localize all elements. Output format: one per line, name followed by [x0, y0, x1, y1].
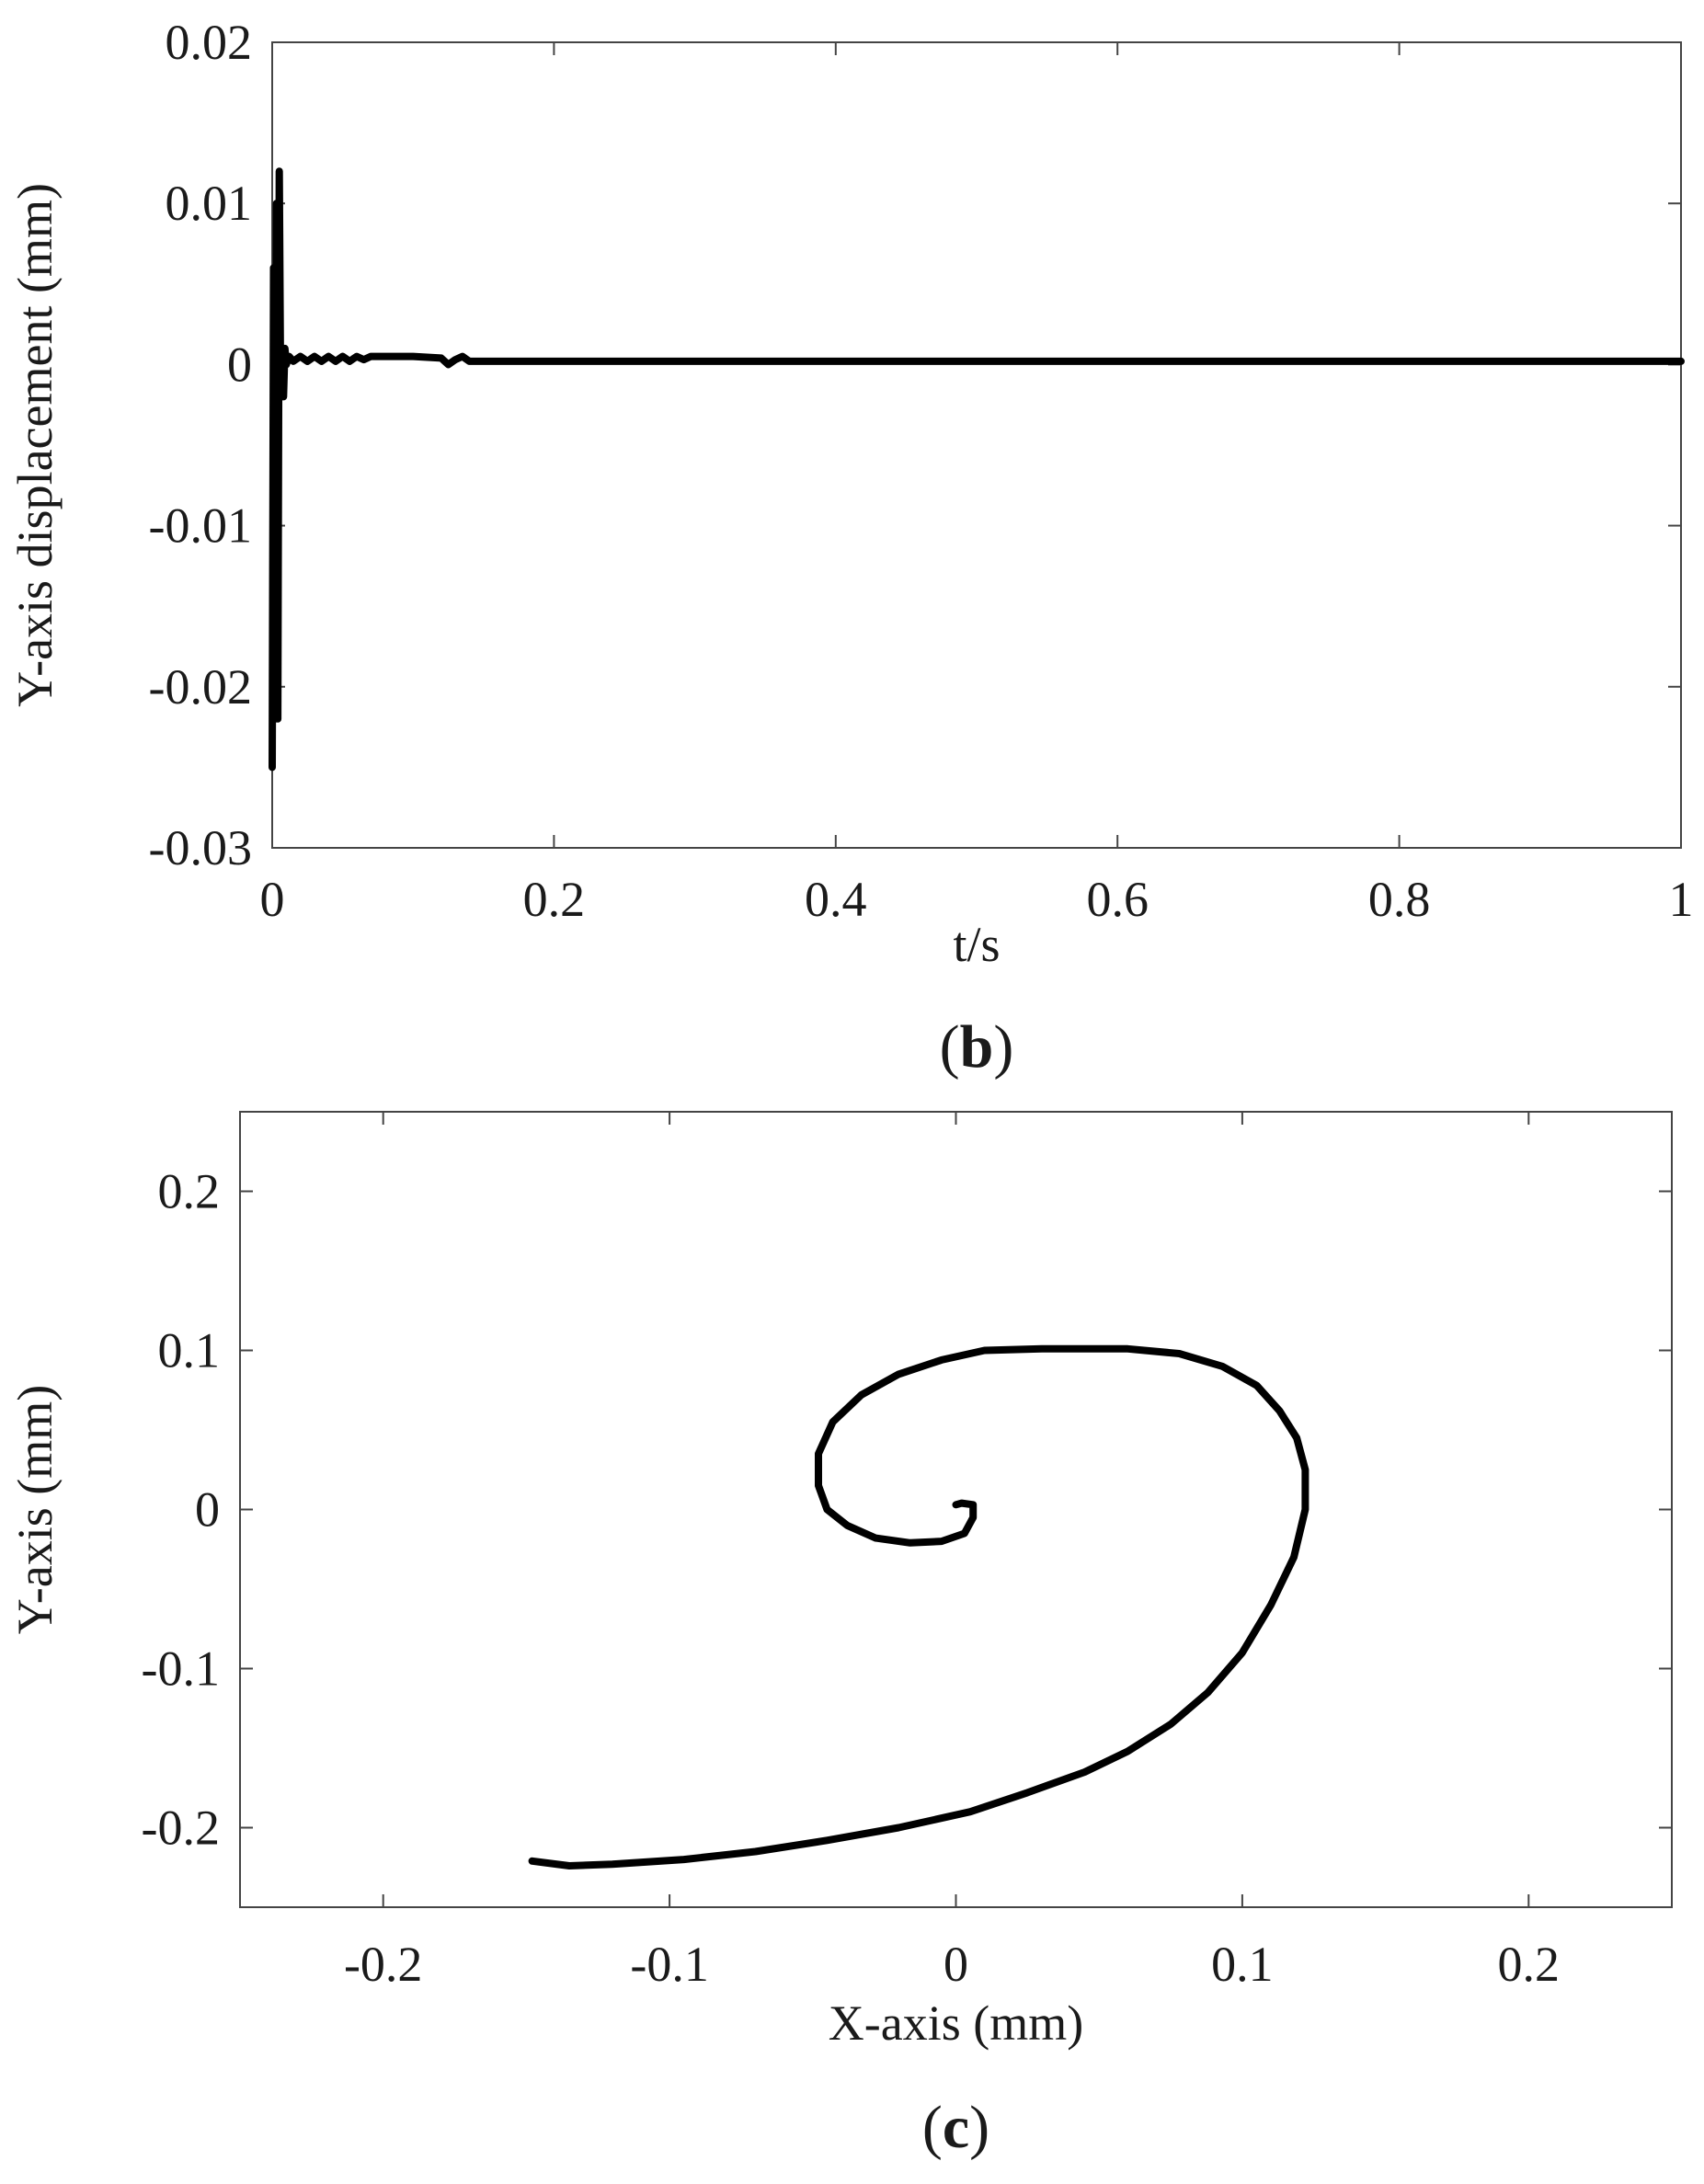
plot-frame: [239, 1111, 1673, 1908]
x-tick-label: 1: [1669, 872, 1694, 927]
x-tick-label: 0.8: [1368, 872, 1431, 927]
y-tick-label: -0.01: [149, 498, 252, 554]
x-tick-label: -0.2: [344, 1937, 422, 1992]
data-line: [269, 167, 1685, 772]
x-tick-label: -0.1: [630, 1937, 708, 1992]
y-tick-label: 0: [195, 1482, 220, 1538]
x-tick-label: 0.2: [1498, 1937, 1561, 1992]
data-line: [528, 1344, 1309, 1870]
x-tick-label: 0.1: [1211, 1937, 1274, 1992]
y-tick-label: -0.1: [142, 1641, 220, 1697]
chart-panel-c: -0.2 -0.1 0 0.1 0.2 -0.2 -0.1 0 0.1 0.2 X-axis (mm…: [7, 1111, 1673, 2161]
x-tick-label: 0.6: [1086, 872, 1149, 927]
y-tick-label: 0: [227, 337, 252, 392]
y-tick-label: 0.1: [158, 1323, 221, 1378]
panel-label: (c): [922, 2094, 989, 2161]
chart-panel-b: 0 0.2 0.4 0.6 0.8 1 -0.03 -0.02 -0.01 0 0.01 0.02 t/…: [7, 15, 1694, 1081]
plot-frame: [271, 41, 1682, 849]
y-axis-label: Y-axis (mm): [7, 1385, 63, 1634]
y-tick-label: -0.02: [149, 659, 252, 715]
y-tick-label: 0.01: [166, 176, 253, 231]
y-tick-label: 0.2: [158, 1164, 221, 1219]
x-tick-label: 0.4: [805, 872, 867, 927]
x-axis-label: X-axis (mm): [829, 1995, 1083, 2051]
y-tick-label: -0.03: [149, 820, 252, 875]
y-tick-label: -0.2: [142, 1801, 220, 1856]
x-tick-label: 0: [260, 872, 285, 927]
x-tick-label: 0: [943, 1937, 968, 1992]
y-tick-label: 0.02: [166, 15, 253, 70]
panel-label: (b): [940, 1013, 1014, 1081]
x-axis-label: t/s: [953, 917, 1000, 972]
x-tick-label: 0.2: [523, 872, 586, 927]
y-axis-label: Y-axis displacement (mm): [7, 183, 63, 707]
